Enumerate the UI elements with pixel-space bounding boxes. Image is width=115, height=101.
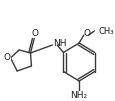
Text: CH₃: CH₃ — [97, 26, 113, 35]
Text: O: O — [3, 54, 10, 63]
Text: O: O — [83, 29, 89, 38]
Text: O: O — [32, 28, 38, 37]
Text: NH₂: NH₂ — [70, 90, 87, 99]
Text: NH: NH — [53, 39, 66, 48]
